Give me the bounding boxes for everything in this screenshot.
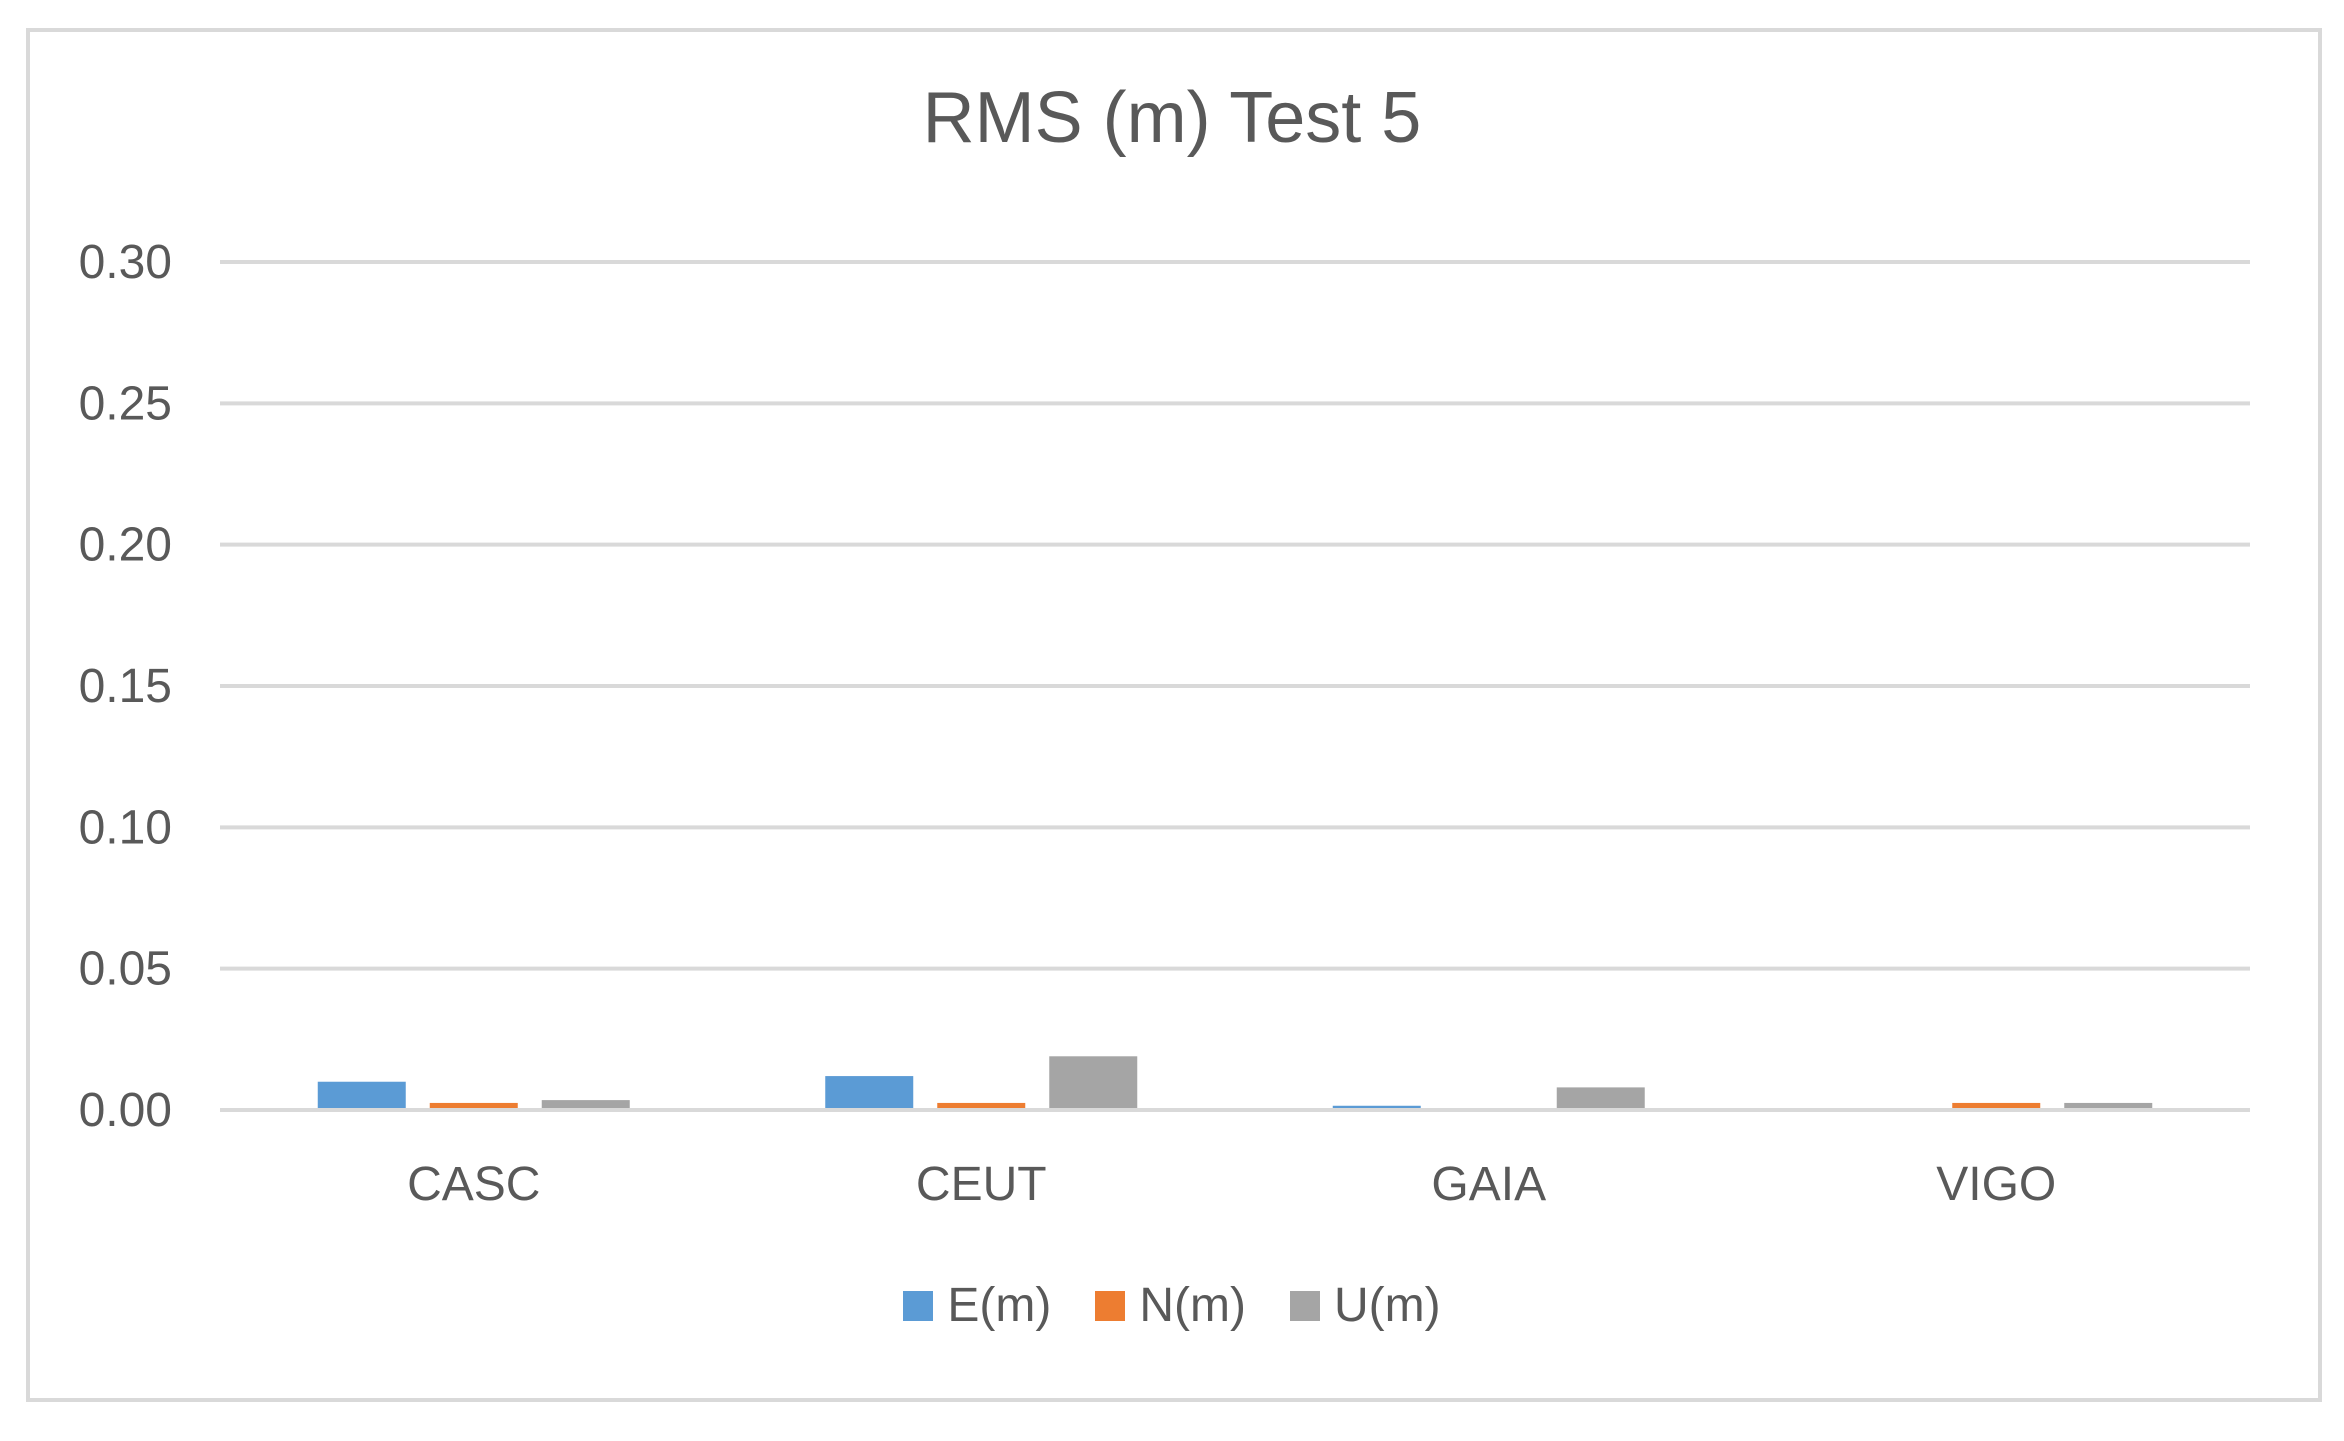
x-tick-label: CASC — [407, 1158, 540, 1211]
bar-ceut-2 — [1049, 1056, 1138, 1110]
y-tick-label: 0.30 — [79, 236, 172, 289]
bar-gaia-0 — [1332, 1105, 1421, 1110]
chart-title: RMS (m) Test 5 — [922, 78, 1422, 158]
y-tick-label: 0.20 — [79, 519, 172, 572]
y-tick-label: 0.25 — [79, 377, 172, 430]
bar-vigo-1 — [1952, 1102, 2041, 1110]
x-tick-label: CEUT — [916, 1158, 1047, 1211]
legend-swatch-n — [1095, 1291, 1126, 1321]
legend-label-e: E(m) — [947, 1279, 1052, 1332]
bar-vigo-2 — [2064, 1102, 2153, 1110]
bar-casc-0 — [317, 1081, 406, 1110]
legend-label-n: N(m) — [1139, 1279, 1246, 1332]
legend-swatch-u — [1289, 1291, 1320, 1321]
bar-casc-2 — [541, 1100, 630, 1110]
bar-ceut-0 — [825, 1076, 914, 1110]
y-tick-label: 0.10 — [79, 801, 172, 854]
y-tick-label: 0.05 — [79, 943, 172, 996]
bar-ceut-1 — [937, 1102, 1026, 1110]
legend-item-u: U(m) — [1289, 1279, 1441, 1332]
y-tick-label: 0.00 — [79, 1084, 172, 1137]
chart-legend: E(m) N(m) U(m) — [0, 1282, 2344, 1330]
y-tick-label: 0.15 — [79, 660, 172, 713]
legend-item-e: E(m) — [903, 1282, 1051, 1330]
chart-frame — [26, 28, 2322, 1402]
bar-gaia-2 — [1556, 1087, 1645, 1110]
x-tick-label: GAIA — [1431, 1158, 1546, 1211]
legend-label-u: U(m) — [1333, 1279, 1441, 1332]
legend-item-n: N(m) — [1095, 1282, 1246, 1330]
legend-swatch-e — [903, 1291, 934, 1321]
x-tick-label: VIGO — [1936, 1158, 2056, 1211]
bar-casc-1 — [429, 1102, 518, 1110]
